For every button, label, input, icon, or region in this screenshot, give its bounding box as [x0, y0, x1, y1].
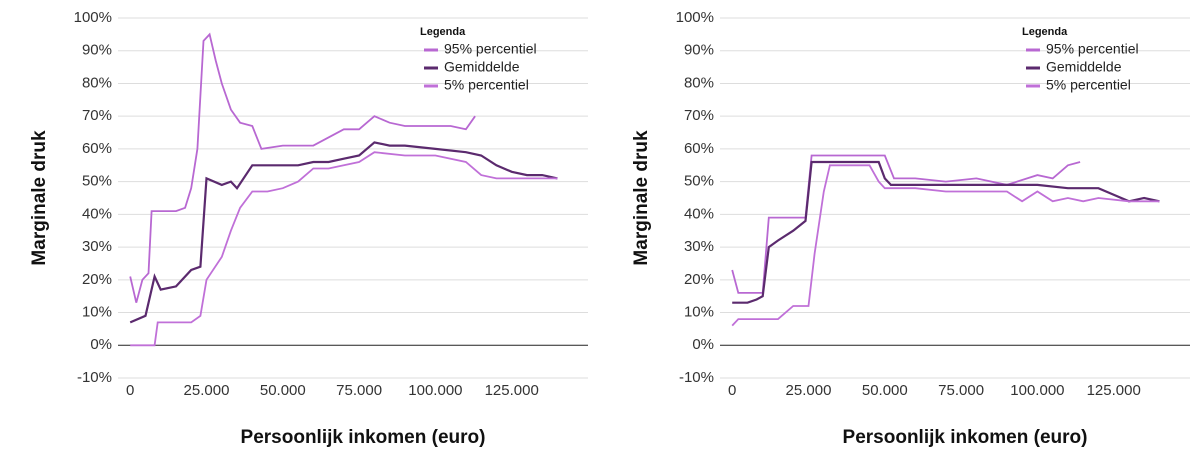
y-tick-label: -10% [679, 369, 714, 386]
legend-title: Legenda [1022, 26, 1068, 38]
y-axis-title: Marginale druk [631, 130, 652, 266]
y-tick-label: 80% [82, 74, 112, 91]
legend-label: 95% percentiel [1046, 41, 1139, 57]
y-tick-label: 20% [684, 271, 714, 288]
series-line [129, 141, 558, 324]
legend-label: 5% percentiel [444, 77, 529, 93]
y-tick-label: 40% [684, 205, 714, 222]
y-axis-title: Marginale druk [29, 130, 50, 266]
series-line [129, 32, 476, 303]
y-tick-label: 40% [82, 205, 112, 222]
x-tick-label: 50.000 [862, 382, 908, 399]
y-tick-label: 60% [684, 140, 714, 157]
series-line [731, 164, 1160, 327]
x-tick-label: 25.000 [786, 382, 832, 399]
y-tick-label: 30% [82, 238, 112, 255]
y-tick-label: 70% [82, 107, 112, 124]
x-tick-label: 100.000 [408, 382, 462, 399]
y-tick-label: 70% [684, 107, 714, 124]
x-tick-label: 50.000 [260, 382, 306, 399]
y-tick-label: -10% [77, 369, 112, 386]
y-tick-label: 80% [684, 74, 714, 91]
y-tick-label: 10% [82, 304, 112, 321]
y-tick-label: 60% [82, 140, 112, 157]
y-tick-label: 90% [82, 42, 112, 59]
x-axis-title: Persoonlijk inkomen (euro) [843, 427, 1088, 448]
x-tick-label: 75.000 [938, 382, 984, 399]
legend-title: Legenda [420, 26, 466, 38]
y-tick-label: 10% [684, 304, 714, 321]
y-tick-label: 100% [74, 9, 112, 26]
series-line [732, 160, 1160, 304]
x-tick-label: 125.000 [1087, 382, 1141, 399]
legend-label: 95% percentiel [444, 41, 537, 57]
y-tick-label: 50% [684, 173, 714, 190]
legend-label: 5% percentiel [1046, 77, 1131, 93]
y-tick-label: 100% [676, 9, 714, 26]
y-tick-label: 50% [82, 173, 112, 190]
x-tick-label: 75.000 [336, 382, 382, 399]
y-tick-label: 90% [684, 42, 714, 59]
series-line [130, 151, 558, 347]
x-tick-label: 0 [126, 382, 134, 399]
series-line [731, 154, 1081, 294]
y-tick-label: 20% [82, 271, 112, 288]
x-tick-label: 0 [728, 382, 736, 399]
x-axis-title: Persoonlijk inkomen (euro) [241, 427, 486, 448]
x-tick-label: 25.000 [184, 382, 230, 399]
legend-label: Gemiddelde [1046, 59, 1122, 75]
y-tick-label: 0% [692, 336, 714, 353]
y-tick-label: 30% [684, 238, 714, 255]
x-tick-label: 100.000 [1010, 382, 1064, 399]
x-tick-label: 125.000 [485, 382, 539, 399]
y-tick-label: 0% [90, 336, 112, 353]
legend-label: Gemiddelde [444, 59, 520, 75]
